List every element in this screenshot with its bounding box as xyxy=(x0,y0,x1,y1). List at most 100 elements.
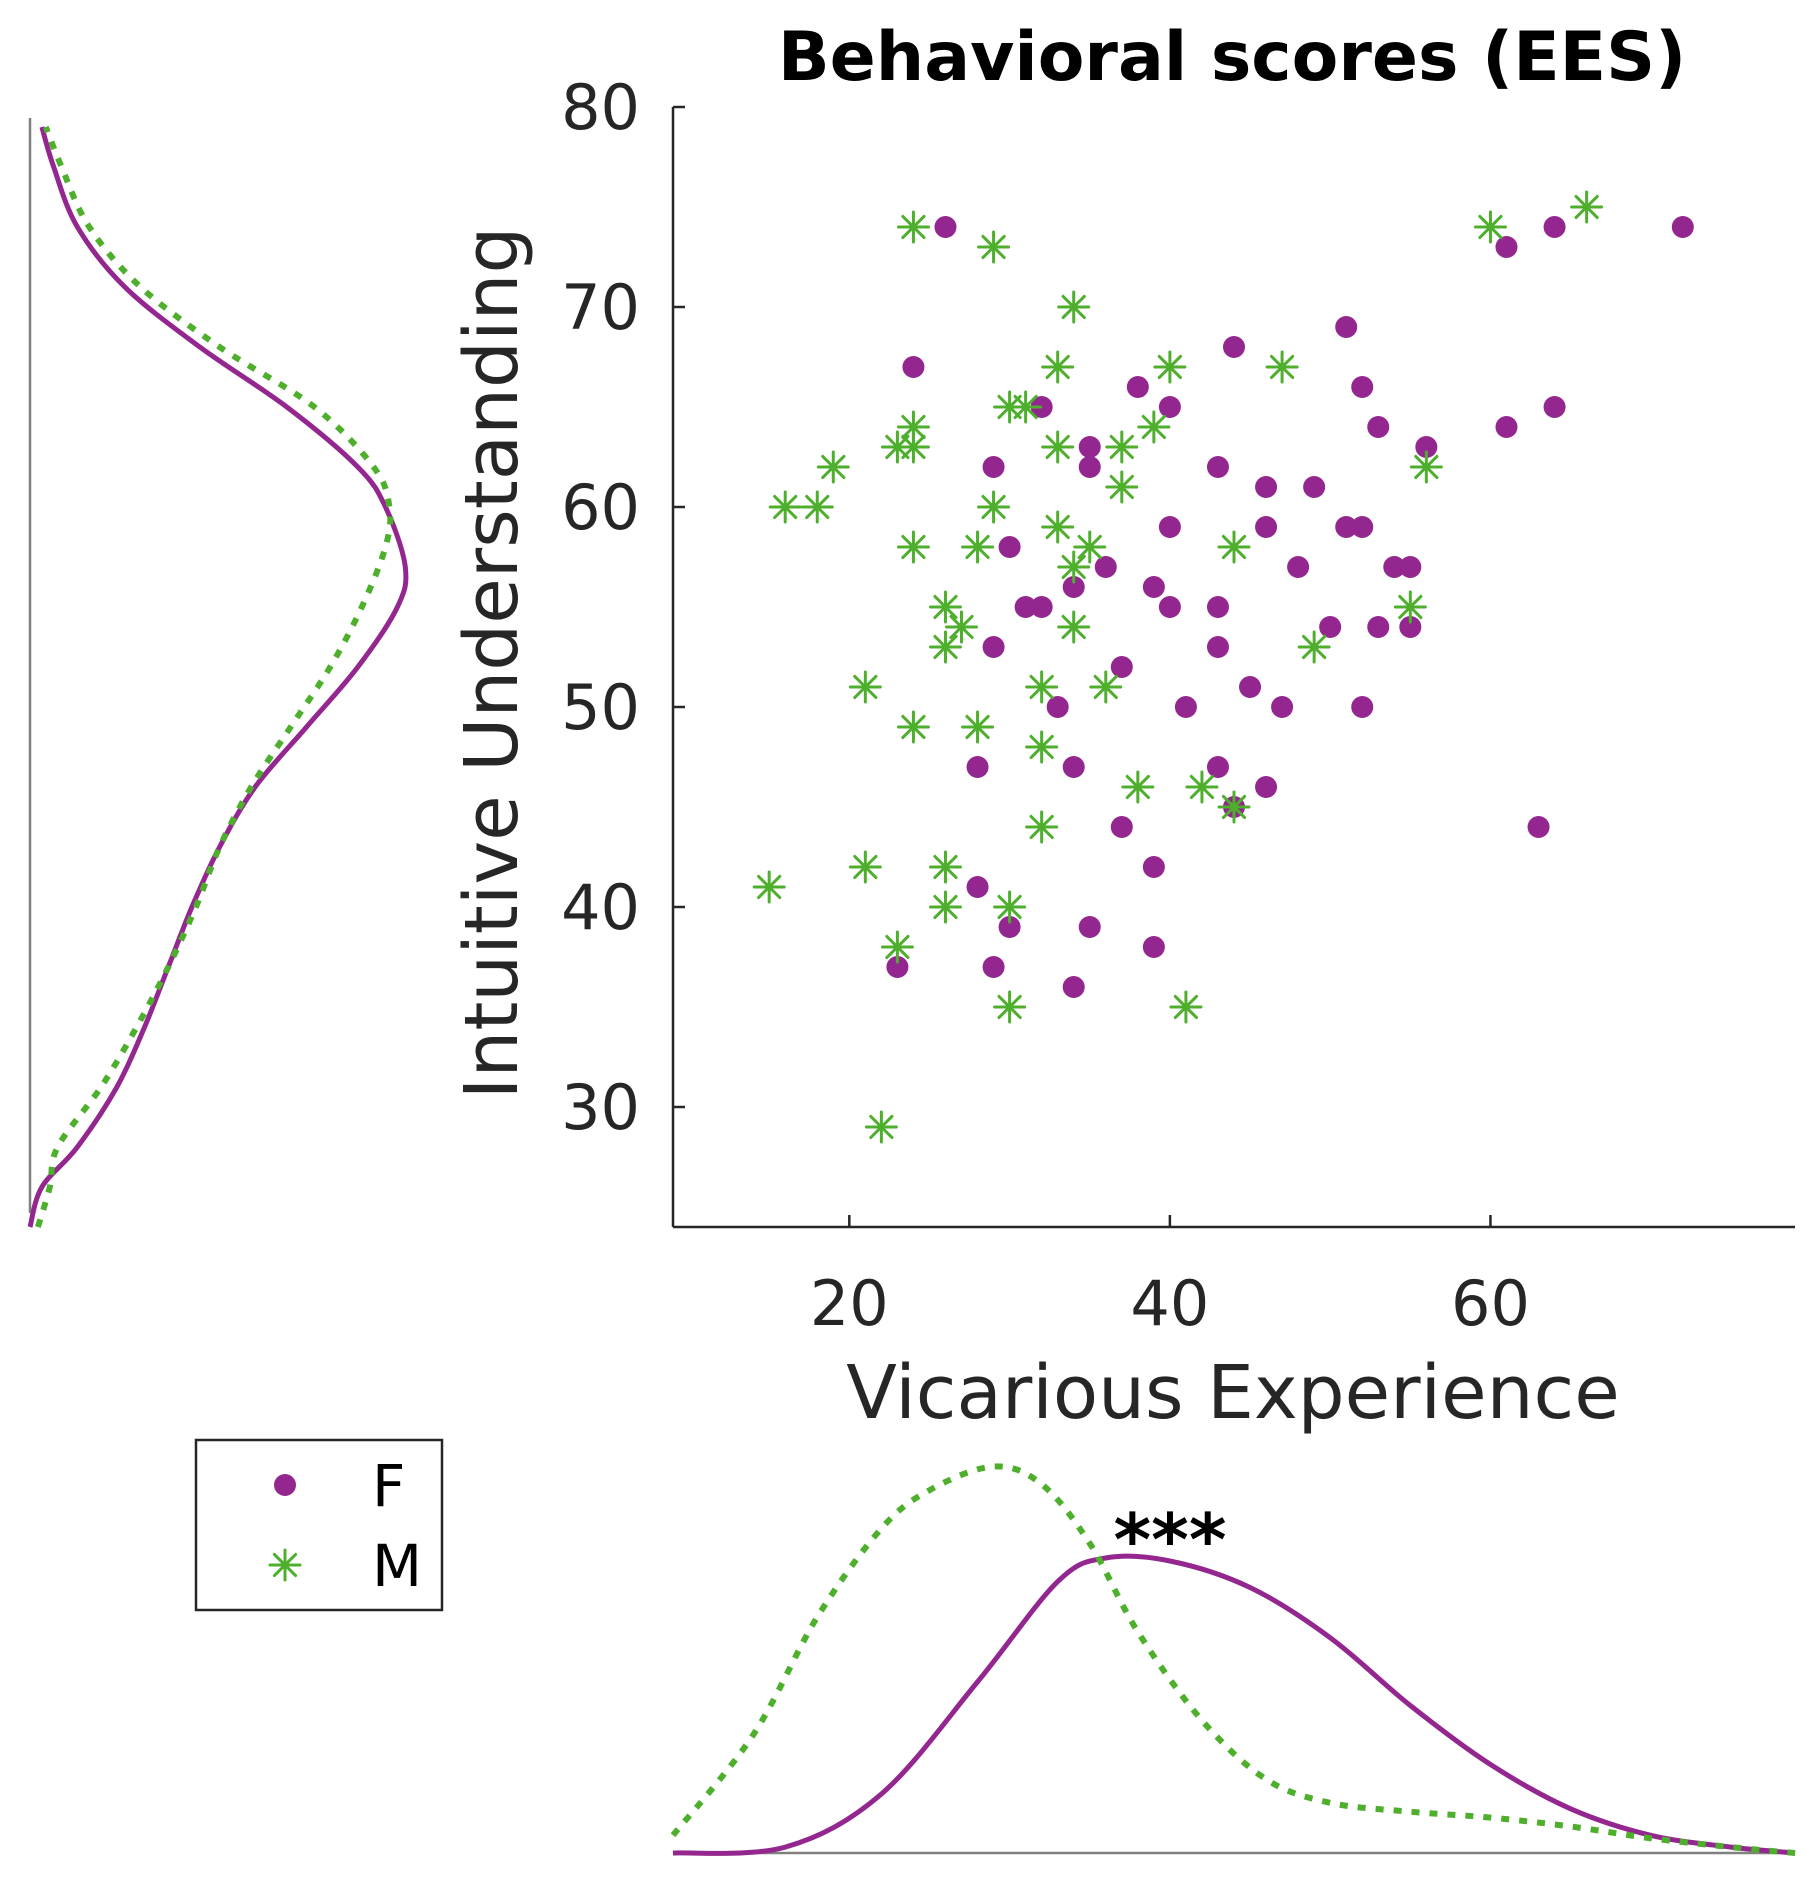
y-tick-label: 50 xyxy=(561,671,640,744)
data-point-M xyxy=(1185,770,1219,804)
marginal-y-curve-F xyxy=(27,126,409,1228)
data-point-M xyxy=(977,230,1011,264)
data-point-M xyxy=(928,590,962,624)
data-point-M xyxy=(1121,770,1155,804)
scatter-points xyxy=(752,190,1694,1144)
data-point-M xyxy=(1393,590,1427,624)
data-point-M xyxy=(977,490,1011,524)
data-point-M xyxy=(1041,350,1075,384)
data-point-M xyxy=(928,890,962,924)
x-axis-label: Vicarious Experience xyxy=(846,1350,1620,1436)
data-point-M xyxy=(896,710,930,744)
data-point-F xyxy=(1206,456,1229,478)
marginal-x-curve-F xyxy=(672,1553,1796,1856)
data-point-F xyxy=(1495,416,1518,438)
data-point-F xyxy=(902,356,925,378)
data-point-M xyxy=(1025,670,1059,704)
data-point-F xyxy=(934,216,957,238)
data-point-M xyxy=(896,530,930,564)
data-point-F xyxy=(1062,976,1085,998)
data-point-M xyxy=(1153,350,1187,384)
data-point-F xyxy=(1094,556,1117,578)
legend-box xyxy=(194,1438,444,1612)
data-point-F xyxy=(1415,436,1438,458)
data-point-F xyxy=(1206,636,1229,658)
data-point-M xyxy=(1105,430,1139,464)
series-M xyxy=(752,190,1604,1144)
y-tick-label: 60 xyxy=(561,471,640,544)
data-point-F xyxy=(1142,936,1165,958)
x-tick-label: 60 xyxy=(1451,1267,1530,1340)
data-point-M xyxy=(1297,630,1331,664)
data-point-F xyxy=(1335,516,1358,538)
data-point-M xyxy=(1057,610,1091,644)
data-point-M xyxy=(1105,470,1139,504)
data-point-F xyxy=(1206,756,1229,778)
data-point-F xyxy=(1255,476,1278,498)
data-point-M xyxy=(816,450,850,484)
data-point-F xyxy=(1255,516,1278,538)
data-point-M xyxy=(961,530,995,564)
data-point-M xyxy=(896,210,930,244)
data-point-F xyxy=(982,636,1005,658)
marginal-x-curve-M xyxy=(670,1463,1796,1856)
data-point-F xyxy=(1062,576,1085,598)
data-point-F xyxy=(1271,696,1294,718)
data-point-F xyxy=(1110,656,1133,678)
data-point-F xyxy=(1223,336,1245,358)
data-point-F xyxy=(966,876,989,898)
series-F xyxy=(886,216,1694,998)
data-point-F xyxy=(1543,396,1566,418)
y-tick-label: 80 xyxy=(561,71,640,144)
data-point-M xyxy=(1009,390,1043,424)
data-point-F xyxy=(1142,856,1165,878)
legend-item-F: F xyxy=(274,1452,405,1520)
data-point-F xyxy=(1351,376,1374,398)
data-point-M xyxy=(1041,510,1075,544)
data-point-F xyxy=(1399,556,1422,578)
legend: FM xyxy=(194,1438,444,1612)
data-point-M xyxy=(1169,990,1203,1024)
data-point-F xyxy=(1174,696,1197,718)
data-point-F xyxy=(1158,396,1181,418)
data-point-F xyxy=(1078,436,1101,458)
data-point-F xyxy=(966,756,989,778)
x-tick-label: 40 xyxy=(1130,1267,1209,1340)
data-point-M xyxy=(800,490,834,524)
data-point-F xyxy=(998,536,1021,558)
data-point-F xyxy=(1351,696,1374,718)
data-point-F xyxy=(1367,416,1390,438)
data-point-M xyxy=(1057,550,1091,584)
scatter-plot: 20 40 60 30 40 50 60 70 80 xyxy=(561,71,1795,1340)
data-point-M xyxy=(1025,810,1059,844)
data-point-M xyxy=(1089,670,1123,704)
data-point-M xyxy=(848,850,882,884)
data-point-M xyxy=(1265,350,1299,384)
data-point-M xyxy=(993,990,1027,1024)
data-point-F xyxy=(982,456,1005,478)
data-point-F xyxy=(1351,516,1374,538)
data-point-F xyxy=(1046,696,1069,718)
legend-item-M: M xyxy=(268,1532,422,1600)
data-point-F xyxy=(1078,456,1101,478)
data-point-F xyxy=(1030,596,1053,618)
data-point-M xyxy=(1073,530,1107,564)
legend-marker-F xyxy=(274,1474,296,1496)
data-point-M xyxy=(896,430,930,464)
data-point-F xyxy=(1158,596,1181,618)
data-point-F xyxy=(1142,576,1165,598)
data-point-M xyxy=(928,850,962,884)
data-point-F xyxy=(1206,596,1229,618)
data-point-M xyxy=(1473,210,1507,244)
data-point-M xyxy=(848,670,882,704)
data-point-F xyxy=(998,916,1021,938)
data-point-M xyxy=(928,630,962,664)
marginal-y-density xyxy=(27,118,409,1228)
data-point-M xyxy=(896,410,930,444)
data-point-M xyxy=(1217,530,1251,564)
data-point-F xyxy=(1319,616,1342,638)
data-point-M xyxy=(768,490,802,524)
data-point-F xyxy=(1287,556,1310,578)
marginal-x-density xyxy=(670,1463,1796,1856)
